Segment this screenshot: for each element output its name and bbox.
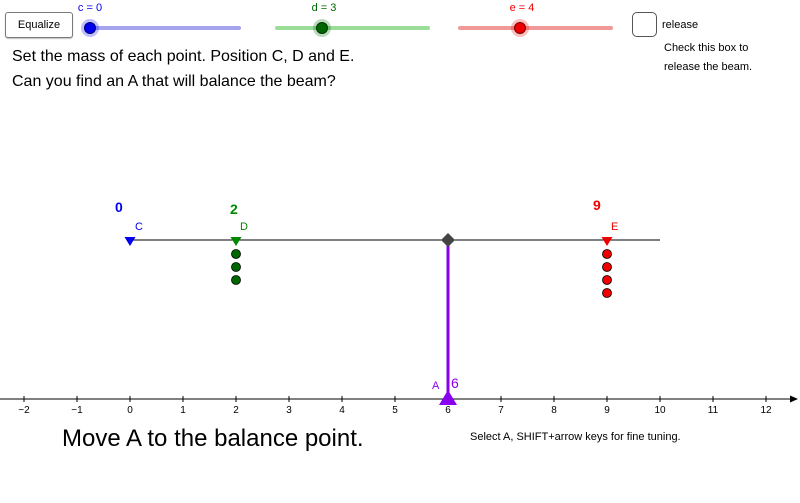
axis-tick-label: 5 <box>392 405 398 416</box>
slider-d-knob[interactable] <box>316 22 328 34</box>
mass-e-value: 9 <box>593 197 601 213</box>
slider-c-track[interactable] <box>84 26 241 30</box>
slider-d[interactable] <box>275 15 430 39</box>
release-checkbox[interactable] <box>632 12 657 37</box>
fine-tuning-hint: Select A, SHIFT+arrow keys for fine tuni… <box>470 431 681 443</box>
axis-ticks: −2 −1 0 1 2 3 4 5 6 7 8 9 10 11 12 <box>18 396 772 416</box>
weight-d-3 <box>231 275 241 285</box>
axis-tick-label: 1 <box>180 405 186 416</box>
weight-e-4 <box>602 288 612 298</box>
instruction-line-2: Can you find an A that will balance the … <box>12 73 336 90</box>
point-c-label: C <box>135 221 143 233</box>
balance-prompt: Move A to the balance point. <box>62 425 364 452</box>
x-axis-arrow <box>790 395 798 403</box>
axis-tick-label: 7 <box>498 405 504 416</box>
slider-c-label: c = 0 <box>77 2 103 14</box>
point-d-label: D <box>240 221 248 233</box>
release-label[interactable]: release <box>662 19 699 31</box>
slider-d-track[interactable] <box>275 26 430 30</box>
point-a-value: 6 <box>451 375 459 391</box>
release-help-line1: Check this box to <box>664 42 749 54</box>
weight-d-2 <box>231 262 241 272</box>
slider-e-track[interactable] <box>458 26 613 30</box>
axis-tick-label: 8 <box>551 405 557 416</box>
axis-tick-label: 10 <box>654 405 666 416</box>
weight-e-3 <box>602 275 612 285</box>
slider-e-knob[interactable] <box>514 22 526 34</box>
point-c-marker[interactable] <box>124 237 136 246</box>
point-e-marker[interactable] <box>601 237 613 246</box>
axis-tick-label: 6 <box>445 405 451 416</box>
axis-tick-label: 12 <box>760 405 772 416</box>
axis-tick-label: −1 <box>71 405 83 416</box>
slider-d-label: d = 3 <box>311 2 337 14</box>
axis-tick-label: −2 <box>18 405 30 416</box>
slider-e-label: e = 4 <box>509 2 535 14</box>
point-a-marker[interactable] <box>439 390 457 405</box>
mass-d-value: 2 <box>230 201 238 217</box>
instruction-line-1: Set the mass of each point. Position C, … <box>12 48 355 65</box>
beam-pivot <box>441 233 455 247</box>
slider-e[interactable] <box>458 15 613 39</box>
point-d-marker[interactable] <box>230 237 242 246</box>
axis-tick-label: 4 <box>339 405 345 416</box>
axis-tick-label: 9 <box>604 405 610 416</box>
weight-e-1 <box>602 249 612 259</box>
axis-tick-label: 0 <box>127 405 133 416</box>
axis-tick-label: 2 <box>233 405 239 416</box>
axis-tick-label: 3 <box>286 405 292 416</box>
axis-tick-label: 11 <box>708 405 719 416</box>
release-help-line2: release the beam. <box>664 61 753 73</box>
mass-c-value: 0 <box>115 199 123 215</box>
equalize-button[interactable]: Equalize <box>5 12 73 38</box>
slider-c-knob[interactable] <box>84 22 96 34</box>
point-a-label: A <box>432 380 440 392</box>
point-e-label: E <box>611 221 619 233</box>
weight-d-1 <box>231 249 241 259</box>
slider-c[interactable] <box>81 15 241 39</box>
weight-e-2 <box>602 262 612 272</box>
